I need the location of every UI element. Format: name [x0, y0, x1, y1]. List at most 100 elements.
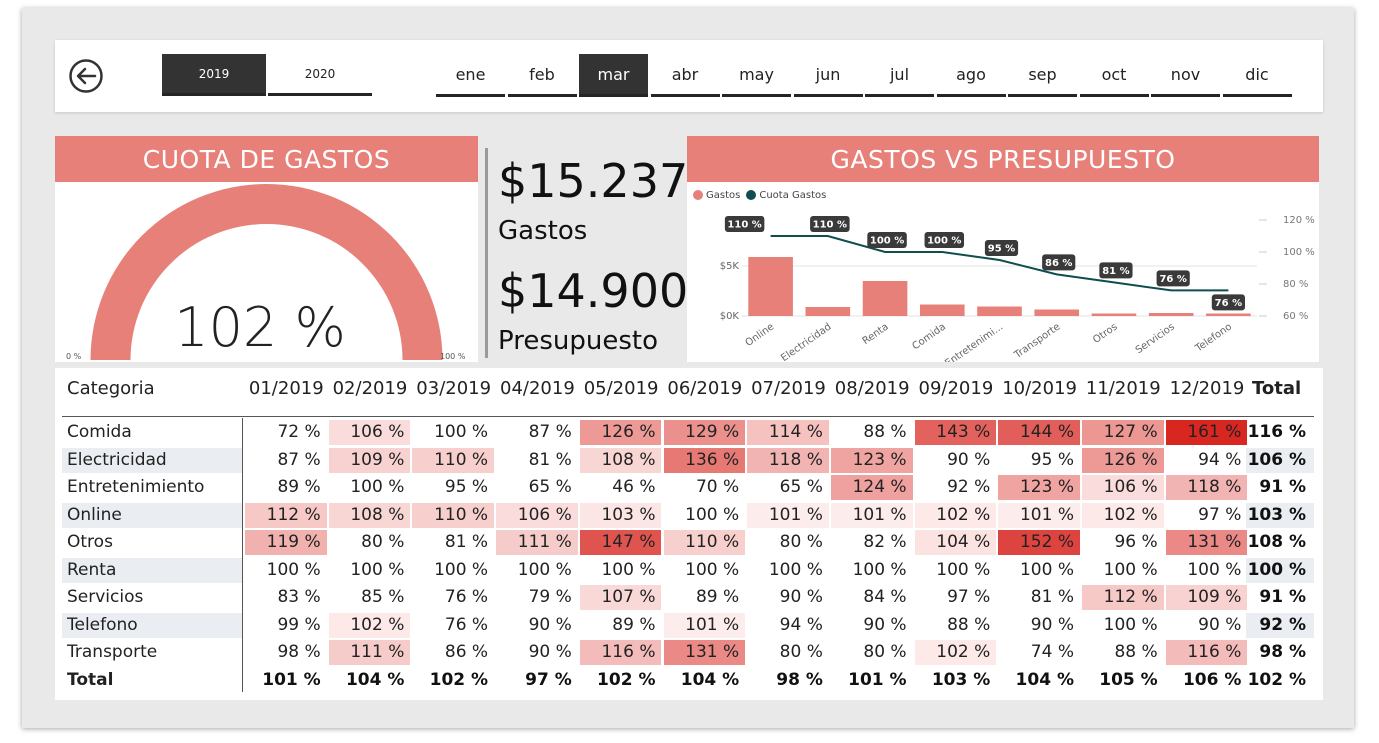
table-cell: 65 % [528, 477, 572, 497]
row-label-comida[interactable]: Comida [67, 422, 132, 442]
table-cell: 152 % [998, 530, 1080, 555]
table-cell: 109 % [1165, 585, 1248, 610]
table-cell: 100 % [1103, 614, 1158, 635]
column-total: 103 % [931, 669, 991, 690]
column-header-07-2019[interactable]: 07/2019 [751, 378, 826, 399]
month-button-mar[interactable]: mar [579, 54, 648, 97]
year-button-2020[interactable]: 2020 [268, 54, 372, 96]
row-label-otros[interactable]: Otros [67, 532, 113, 552]
table-cell: 70 % [695, 477, 740, 497]
table-cell: 84 % [863, 587, 907, 607]
bar-electricidad [805, 307, 851, 316]
table-cell: 89 % [695, 587, 740, 607]
row-label-telefono[interactable]: Telefono [62, 612, 242, 638]
column-header-03-2019[interactable]: 03/2019 [416, 378, 492, 399]
column-header-11-2019[interactable]: 11/2019 [1085, 378, 1161, 399]
legend-item-cuota[interactable]: Cuota Gastos [746, 190, 826, 201]
table-cell: 100 % [350, 559, 405, 580]
table-cell: 80 % [863, 642, 907, 662]
column-header-10-2019[interactable]: 10/2019 [1002, 378, 1077, 399]
table-cell: 114 % [747, 420, 829, 445]
table-cell: 100 % [1103, 559, 1158, 580]
table-cell: 88 % [947, 614, 991, 635]
data-label: 76 % [1159, 274, 1186, 285]
month-button-nov[interactable]: nov [1151, 54, 1220, 97]
column-header-02-2019[interactable]: 02/2019 [332, 378, 408, 399]
data-label: 76 % [1215, 298, 1242, 309]
row-label-renta[interactable]: Renta [62, 557, 242, 583]
table-cell: 94 % [1198, 449, 1242, 470]
row-label-total: Total [67, 669, 114, 690]
table-cell: 100 % [434, 422, 489, 442]
table-cell: 86 % [444, 642, 489, 662]
month-button-abr[interactable]: abr [650, 54, 720, 97]
column-total: 104 % [1015, 669, 1074, 690]
table-cell: 82 % [863, 532, 907, 552]
month-button-feb[interactable]: feb [507, 54, 577, 97]
table-cell: 81 % [444, 532, 489, 552]
row-label-electricidad[interactable]: Electricidad [62, 447, 242, 473]
table-cell: 118 % [1165, 475, 1248, 500]
table-cell: 76 % [444, 614, 489, 635]
bar-servicios [1148, 313, 1194, 316]
y-right-tick-label: 120 % [1283, 215, 1315, 226]
month-button-dic[interactable]: dic [1222, 54, 1292, 97]
y-left-tick-label: $5K [720, 261, 740, 272]
table-cell: 100 % [434, 559, 489, 580]
column-header-12-2019[interactable]: 12/2019 [1169, 378, 1245, 399]
back-arrow-icon[interactable] [68, 58, 104, 94]
row-label-servicios[interactable]: Servicios [67, 587, 144, 607]
row-label-online[interactable]: Online [62, 502, 242, 528]
table-cell: 87 % [528, 422, 572, 442]
x-tick-label: Telefono [1193, 321, 1234, 354]
table-cell: 97 % [1198, 504, 1242, 525]
year-button-2019[interactable]: 2019 [162, 54, 266, 96]
column-header-06-2019[interactable]: 06/2019 [667, 378, 743, 399]
row-total: 98 % [1259, 642, 1306, 662]
filter-bar [55, 40, 1323, 112]
table-cell: 110 % [412, 447, 495, 473]
gastos-value: $15.237 [498, 154, 689, 208]
month-button-ene[interactable]: ene [436, 54, 505, 97]
x-tick-label: Entretenimi... [943, 321, 1005, 362]
table-cell: 100 % [601, 559, 656, 580]
column-total: 104 % [345, 669, 405, 690]
table-cell: 106 % [328, 420, 411, 445]
month-button-oct[interactable]: oct [1079, 54, 1149, 97]
table-cell: 95 % [1030, 449, 1074, 470]
table-cell: 88 % [863, 422, 907, 442]
table-cell: 143 % [914, 420, 997, 445]
row-total: 92 % [1246, 612, 1314, 638]
column-header-04-2019[interactable]: 04/2019 [500, 378, 575, 399]
month-button-may[interactable]: may [722, 54, 791, 97]
table-cell: 85 % [361, 587, 405, 607]
table-cell: 90 % [528, 642, 572, 662]
data-label-bg [810, 216, 850, 232]
table-cell: 90 % [947, 449, 991, 470]
column-header-08-2019[interactable]: 08/2019 [834, 378, 910, 399]
month-button-jul[interactable]: jul [865, 54, 934, 97]
table-cell: 74 % [1030, 642, 1074, 662]
row-label-entretenimiento[interactable]: Entretenimiento [67, 477, 205, 497]
row-label-transporte[interactable]: Transporte [67, 642, 158, 662]
month-button-ago[interactable]: ago [936, 54, 1006, 97]
column-header-total[interactable]: Total [1252, 378, 1302, 399]
column-header-05-2019[interactable]: 05/2019 [583, 378, 659, 399]
legend-item-gastos[interactable]: Gastos [693, 190, 740, 201]
chart-title: GASTOS VS PRESUPUESTO [687, 136, 1319, 182]
column-header-09-2019[interactable]: 09/2019 [918, 378, 994, 399]
x-tick-label: Servicios [1134, 321, 1177, 356]
month-button-sep[interactable]: sep [1008, 54, 1077, 97]
data-label-bg [1211, 294, 1245, 311]
data-label-bg [867, 232, 907, 248]
table-cell: 103 % [579, 502, 662, 528]
column-header-categoria[interactable]: Categoria [67, 378, 155, 399]
data-label: 100 % [927, 236, 961, 247]
gauge-title: CUOTA DE GASTOS [55, 136, 478, 182]
month-button-jun[interactable]: jun [793, 54, 863, 97]
table-cell: 136 % [663, 447, 746, 473]
column-header-01-2019[interactable]: 01/2019 [248, 378, 324, 399]
bar-entretenimi [977, 306, 1022, 316]
bar-renta [862, 281, 908, 316]
table-cell: 100 % [1019, 559, 1074, 580]
